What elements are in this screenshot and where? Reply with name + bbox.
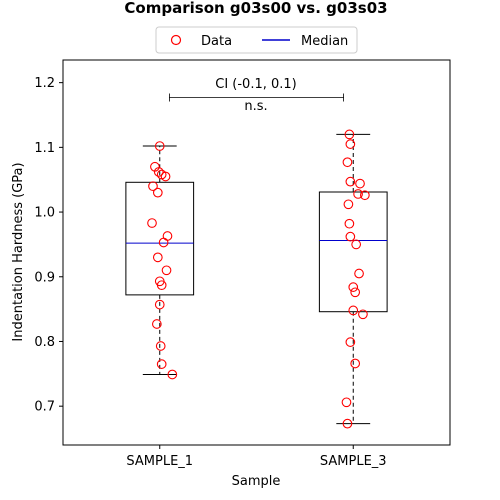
data-point bbox=[350, 358, 361, 369]
data-point bbox=[354, 268, 364, 279]
data-point bbox=[351, 239, 362, 250]
data-point bbox=[154, 141, 165, 151]
data-point bbox=[161, 265, 172, 276]
data-point bbox=[167, 369, 178, 380]
significance-label: n.s. bbox=[244, 99, 267, 114]
box-iqr bbox=[318, 191, 388, 313]
y-tick-label: 0.7 bbox=[34, 400, 55, 415]
data-point bbox=[345, 176, 356, 187]
data-point bbox=[343, 199, 354, 210]
data-point bbox=[153, 167, 164, 177]
legend-frame bbox=[155, 26, 358, 54]
legend: Data Median bbox=[155, 26, 358, 54]
data-point bbox=[158, 237, 169, 248]
data-point bbox=[345, 139, 356, 149]
data-point bbox=[350, 287, 361, 298]
chart-title: Comparison g03s00 vs. g03s03 bbox=[124, 0, 387, 17]
box-iqr bbox=[125, 181, 195, 296]
y-tick-label: 1.1 bbox=[34, 141, 55, 156]
data-points bbox=[147, 129, 370, 429]
data-point bbox=[342, 157, 353, 168]
data-point bbox=[355, 178, 365, 189]
data-point bbox=[160, 171, 171, 182]
data-point bbox=[348, 282, 359, 292]
plot-area-frame bbox=[62, 59, 451, 446]
legend-data-marker bbox=[170, 34, 182, 46]
legend-data-label: Data bbox=[201, 34, 232, 49]
data-point bbox=[156, 280, 167, 291]
y-axis-label: Indentation Hardness (GPa) bbox=[11, 162, 26, 341]
data-point bbox=[147, 218, 157, 228]
x-tick-label: SAMPLE_1 bbox=[126, 454, 193, 469]
data-point bbox=[348, 305, 359, 316]
data-point bbox=[154, 299, 165, 310]
data-point bbox=[151, 319, 162, 329]
data-point bbox=[358, 309, 368, 320]
data-point bbox=[342, 418, 353, 429]
significance-annotation: CI (-0.1, 0.1) n.s. bbox=[169, 77, 344, 114]
data-point bbox=[152, 187, 163, 198]
legend-median-label: Median bbox=[301, 34, 348, 49]
data-point bbox=[353, 189, 363, 199]
data-point bbox=[341, 397, 352, 408]
data-point bbox=[345, 231, 356, 242]
box-plot bbox=[125, 145, 195, 375]
data-point bbox=[156, 359, 167, 369]
data-point bbox=[345, 337, 356, 347]
data-point bbox=[162, 231, 173, 241]
data-point bbox=[344, 218, 355, 229]
x-tick-label: SAMPLE_3 bbox=[320, 454, 387, 469]
y-tick-label: 0.9 bbox=[34, 270, 55, 285]
ci-label: CI (-0.1, 0.1) bbox=[215, 77, 297, 92]
data-point bbox=[360, 190, 370, 201]
x-axis: SAMPLE_1 SAMPLE_3 bbox=[126, 445, 387, 469]
data-point bbox=[344, 129, 355, 140]
y-axis: 0.7 0.8 0.9 1.0 1.1 1.2 bbox=[34, 76, 63, 415]
data-point bbox=[155, 341, 166, 351]
y-tick-label: 1.0 bbox=[34, 206, 55, 221]
x-axis-label: Sample bbox=[232, 474, 281, 489]
y-tick-label: 1.2 bbox=[34, 76, 55, 91]
data-point bbox=[152, 252, 163, 263]
y-tick-label: 0.8 bbox=[34, 335, 55, 350]
data-point bbox=[148, 181, 158, 192]
